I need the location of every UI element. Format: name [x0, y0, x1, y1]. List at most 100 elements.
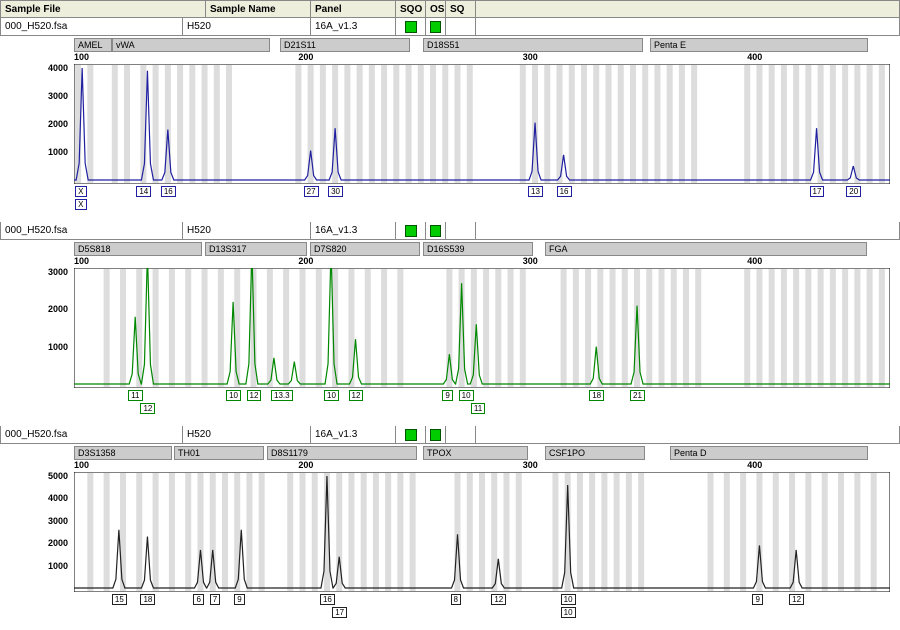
electropherogram-panel: 000_H520.fsa H520 16A_v1.3 D3S1358TH01D8…	[0, 426, 900, 622]
allele-call[interactable]: 17	[810, 186, 825, 197]
quality-indicator-icon	[430, 429, 441, 441]
quality-indicator-icon	[405, 429, 417, 441]
allele-call[interactable]: 13	[528, 186, 543, 197]
allele-call[interactable]: 9	[234, 594, 244, 605]
marker-label[interactable]: AMEL	[74, 38, 112, 52]
quality-indicator-icon	[430, 21, 441, 33]
sample-file-cell: 000_H520.fsa	[1, 18, 183, 35]
allele-call[interactable]: 7	[210, 594, 220, 605]
marker-label[interactable]: D3S1358	[74, 446, 172, 460]
electropherogram-chart[interactable]	[74, 64, 890, 184]
allele-call[interactable]: 10	[459, 390, 474, 401]
sq-cell	[446, 18, 476, 35]
marker-label[interactable]: Penta E	[650, 38, 868, 52]
sample-info-row: 000_H520.fsa H520 16A_v1.3	[0, 18, 900, 36]
sample-info-row: 000_H520.fsa H520 16A_v1.3	[0, 426, 900, 444]
marker-label[interactable]: TH01	[174, 446, 264, 460]
marker-label[interactable]: FGA	[545, 242, 867, 256]
marker-label[interactable]: TPOX	[423, 446, 528, 460]
sample-file-cell: 000_H520.fsa	[1, 222, 183, 239]
allele-call[interactable]: 30	[328, 186, 343, 197]
marker-label[interactable]: D8S1179	[267, 446, 417, 460]
allele-call[interactable]: 18	[140, 594, 155, 605]
marker-label[interactable]: D18S51	[423, 38, 643, 52]
allele-call[interactable]: 10	[226, 390, 241, 401]
allele-call[interactable]: 10	[561, 594, 576, 605]
header-sample-file: Sample File	[1, 1, 206, 17]
x-axis-labels: 100200300400	[74, 460, 890, 472]
sqo-cell	[396, 222, 426, 239]
y-axis-labels: 100020003000	[40, 268, 70, 388]
header-sample-name: Sample Name	[206, 1, 311, 17]
marker-label[interactable]: CSF1PO	[545, 446, 645, 460]
marker-labels-row: D3S1358TH01D8S1179 TPOX CSF1PO Penta D	[0, 444, 900, 460]
header-sqo: SQO	[396, 1, 426, 17]
allele-call[interactable]: 20	[846, 186, 861, 197]
marker-label[interactable]: D5S818	[74, 242, 202, 256]
allele-call[interactable]: 16	[320, 594, 335, 605]
allele-call[interactable]: X	[75, 186, 86, 197]
sample-file-cell: 000_H520.fsa	[1, 426, 183, 443]
allele-call[interactable]: 12	[349, 390, 364, 401]
allele-call[interactable]: 12	[491, 594, 506, 605]
x-axis-labels: 100200300400	[74, 256, 890, 268]
sample-name-cell: H520	[183, 426, 311, 443]
marker-label[interactable]: vWA	[112, 38, 270, 52]
os-cell	[426, 18, 446, 35]
sample-info-row: 000_H520.fsa H520 16A_v1.3	[0, 222, 900, 240]
allele-call[interactable]: 16	[557, 186, 572, 197]
electropherogram-panel: 000_H520.fsa H520 16A_v1.3 D5S818D13S317…	[0, 222, 900, 418]
allele-call[interactable]: 16	[161, 186, 176, 197]
header-sq: SQ	[446, 1, 476, 17]
os-cell	[426, 426, 446, 443]
chart-area[interactable]: 100200300400 1000200030004000	[0, 52, 900, 184]
marker-label[interactable]: Penta D	[670, 446, 868, 460]
sq-cell	[446, 222, 476, 239]
marker-label[interactable]: D13S317	[205, 242, 307, 256]
allele-call[interactable]: X	[75, 199, 86, 210]
y-axis-labels: 10002000300040005000	[40, 472, 70, 592]
electropherogram-chart[interactable]	[74, 472, 890, 592]
allele-call[interactable]: 15	[112, 594, 127, 605]
allele-call[interactable]: 6	[193, 594, 203, 605]
header-panel: Panel	[311, 1, 396, 17]
allele-calls-row: XX 14 16 27 30 13 16 17 20	[0, 184, 900, 214]
allele-call[interactable]: 13.3	[271, 390, 293, 401]
allele-call[interactable]: 8	[451, 594, 461, 605]
x-axis-labels: 100200300400	[74, 52, 890, 64]
marker-label[interactable]: D21S11	[280, 38, 410, 52]
allele-call[interactable]: 10	[561, 607, 576, 618]
allele-call[interactable]: 17	[332, 607, 347, 618]
panel-cell: 16A_v1.3	[311, 18, 396, 35]
allele-call[interactable]: 10	[324, 390, 339, 401]
quality-indicator-icon	[405, 225, 417, 237]
allele-calls-row: 11 12 10 12 13.3 10 12 9 10 11 18 21	[0, 388, 900, 418]
y-axis-labels: 1000200030004000	[40, 64, 70, 184]
sample-name-cell: H520	[183, 222, 311, 239]
column-headers: Sample File Sample Name Panel SQO OS SQ	[0, 0, 900, 18]
allele-call[interactable]: 27	[304, 186, 319, 197]
chart-area[interactable]: 100200300400 100020003000	[0, 256, 900, 388]
electropherogram-chart[interactable]	[74, 268, 890, 388]
marker-label[interactable]: D7S820	[310, 242, 420, 256]
panel-cell: 16A_v1.3	[311, 426, 396, 443]
allele-call[interactable]: 9	[752, 594, 762, 605]
panel-cell: 16A_v1.3	[311, 222, 396, 239]
allele-call[interactable]: 11	[471, 403, 485, 414]
allele-call[interactable]: 12	[789, 594, 804, 605]
quality-indicator-icon	[430, 225, 441, 237]
marker-label[interactable]: D16S539	[423, 242, 533, 256]
electropherogram-panel: 000_H520.fsa H520 16A_v1.3 AMELvWA D21S11…	[0, 18, 900, 214]
allele-call[interactable]: 12	[247, 390, 262, 401]
chart-area[interactable]: 100200300400 10002000300040005000	[0, 460, 900, 592]
allele-call[interactable]: 11	[128, 390, 142, 401]
allele-call[interactable]: 21	[630, 390, 645, 401]
allele-call[interactable]: 14	[136, 186, 151, 197]
quality-indicator-icon	[405, 21, 417, 33]
allele-call[interactable]: 12	[140, 403, 155, 414]
allele-call[interactable]: 9	[442, 390, 452, 401]
os-cell	[426, 222, 446, 239]
sample-name-cell: H520	[183, 18, 311, 35]
sqo-cell	[396, 426, 426, 443]
allele-call[interactable]: 18	[589, 390, 604, 401]
